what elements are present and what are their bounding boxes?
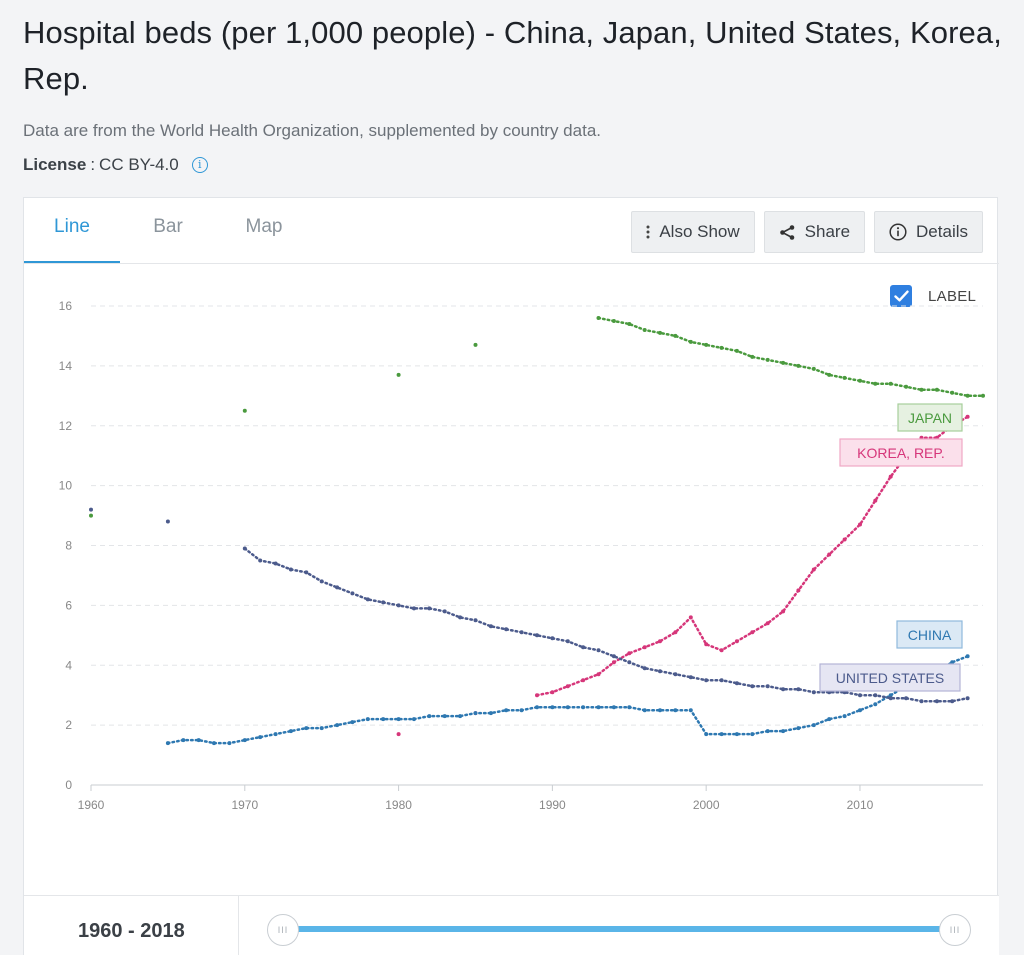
info-circle-icon bbox=[889, 223, 907, 241]
share-label: Share bbox=[804, 222, 851, 241]
license-separator: : bbox=[90, 155, 96, 174]
details-label: Details bbox=[916, 222, 968, 241]
tab-bar[interactable]: Bar bbox=[153, 216, 183, 237]
range-slider-track[interactable] bbox=[286, 926, 956, 932]
info-icon[interactable]: i bbox=[191, 157, 208, 173]
page-title: Hospital beds (per 1,000 people) - China… bbox=[23, 15, 1002, 96]
label-checkbox[interactable] bbox=[890, 285, 912, 307]
chart-toolbar: Also Show Share Details bbox=[631, 211, 983, 253]
also-show-label: Also Show bbox=[659, 222, 740, 241]
range-footer: 1960 - 2018 III III bbox=[24, 895, 999, 955]
label-toggle[interactable]: LABEL bbox=[890, 285, 976, 307]
label-toggle-text: LABEL bbox=[928, 287, 977, 305]
chart-card: Line Bar Map Also Show Share Details bbox=[23, 197, 999, 955]
license-value: CC BY-4.0 bbox=[99, 155, 179, 174]
page-subtitle: Data are from the World Health Organizat… bbox=[23, 121, 601, 140]
license-key: License bbox=[23, 155, 87, 174]
more-vertical-icon bbox=[646, 225, 650, 239]
tab-line[interactable]: Line bbox=[24, 198, 120, 264]
tabbar-divider bbox=[24, 263, 999, 264]
license-line: License : CC BY-4.0 i bbox=[23, 155, 208, 175]
range-label: 1960 - 2018 bbox=[24, 896, 239, 955]
details-button[interactable]: Details bbox=[874, 211, 983, 253]
view-tabs: Line Bar Map bbox=[24, 198, 312, 264]
share-button[interactable]: Share bbox=[763, 211, 866, 253]
also-show-button[interactable]: Also Show bbox=[631, 211, 755, 253]
range-start-handle[interactable]: III bbox=[267, 914, 299, 946]
share-icon bbox=[779, 224, 796, 241]
range-end-handle[interactable]: III bbox=[939, 914, 971, 946]
tab-map[interactable]: Map bbox=[245, 216, 283, 237]
